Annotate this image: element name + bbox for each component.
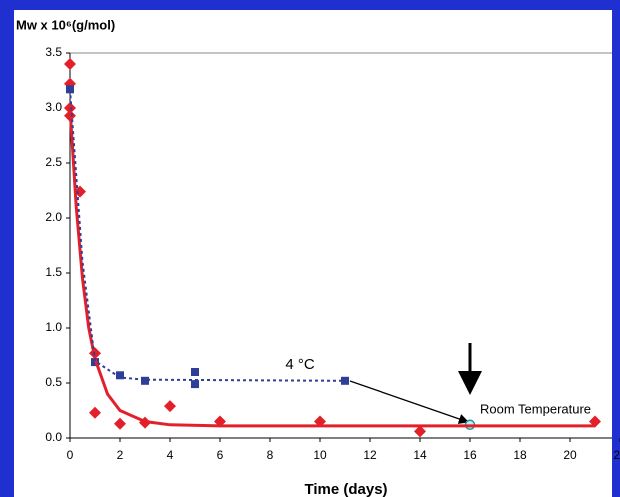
data-point <box>141 376 149 385</box>
x-tick-label: 0 <box>67 448 74 462</box>
y-tick-label: 2.0 <box>45 210 62 224</box>
y-tick-label: 1.0 <box>45 320 62 334</box>
data-point <box>114 417 126 430</box>
frame-top <box>0 0 620 10</box>
annotation-room: Room Temperature <box>480 401 591 416</box>
data-point <box>116 371 124 380</box>
x-tick-label: 6 <box>217 448 224 462</box>
y-tick-label: 3.5 <box>45 45 62 59</box>
x-tick-label: 10 <box>313 448 327 462</box>
data-point <box>341 376 349 385</box>
x-tick-label: 4 <box>167 448 174 462</box>
x-tick-label: 8 <box>267 448 274 462</box>
data-point <box>164 400 176 413</box>
data-point <box>414 425 426 438</box>
fit-line <box>68 107 595 428</box>
data-point <box>191 380 199 389</box>
data-point <box>191 368 199 376</box>
x-tick-label: 16 <box>463 448 477 462</box>
y-axis-label: Mw x 10⁶(g/mol) <box>16 17 115 32</box>
y-tick-label: 3.0 <box>45 100 62 114</box>
y-tick-label: 0.5 <box>45 375 62 389</box>
fit-line <box>69 89 346 382</box>
y-tick-label: 2.5 <box>45 155 62 169</box>
x-tick-label: 22 <box>613 448 620 462</box>
x-tick-label: 20 <box>563 448 577 462</box>
arrow-line <box>349 380 470 424</box>
annotation-4c: 4 °C <box>285 356 315 373</box>
frame-left <box>0 0 14 497</box>
data-point <box>64 58 76 70</box>
x-axis-label: Time (days) <box>304 481 387 497</box>
frame-right <box>612 0 620 497</box>
x-tick-label: 14 <box>413 448 427 462</box>
y-tick-label: 0.0 <box>45 430 62 444</box>
y-tick-label: 1.5 <box>45 265 62 279</box>
data-point <box>74 185 86 198</box>
x-tick-label: 12 <box>363 448 377 462</box>
x-tick-label: 18 <box>513 448 527 462</box>
data-point <box>89 406 101 419</box>
x-tick-label: 2 <box>117 448 124 462</box>
